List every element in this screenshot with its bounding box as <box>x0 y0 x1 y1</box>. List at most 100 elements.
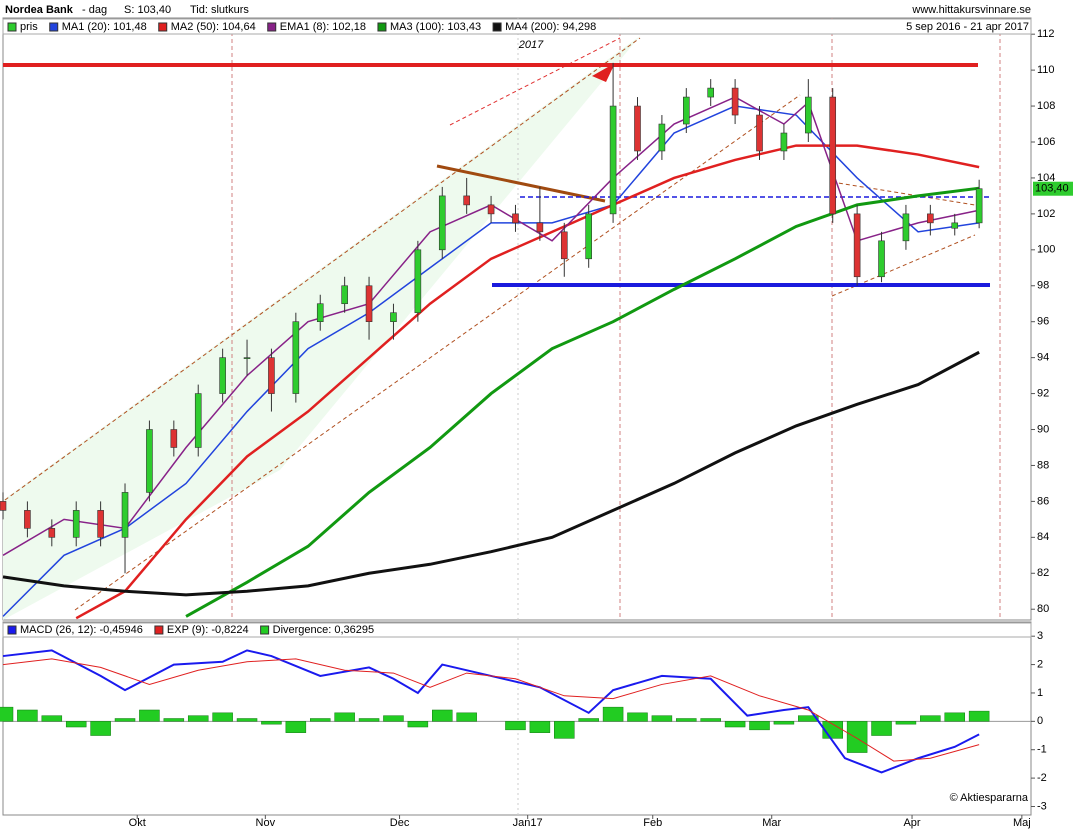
candle-body <box>48 528 56 538</box>
candle-body <box>170 429 178 448</box>
legend-bar <box>2 622 1032 638</box>
divergence-bar <box>529 721 551 733</box>
candle-body <box>365 285 373 322</box>
legend-label: MA1 (20): 101,48 <box>62 21 147 33</box>
legend-swatch <box>154 625 164 635</box>
y-tick-label: 102 <box>1037 208 1055 220</box>
candle-body <box>194 393 202 448</box>
y-tick-label: 106 <box>1037 136 1055 148</box>
candle-body <box>927 213 934 224</box>
divergence-bar <box>554 721 575 739</box>
candle-body <box>609 105 617 215</box>
line <box>2 105 980 617</box>
divergence-bar <box>212 712 233 722</box>
y-tick-label: 2 <box>1037 658 1043 670</box>
line <box>2 96 980 556</box>
x-tick-label: Feb <box>643 817 662 829</box>
divergence-bar <box>285 721 307 733</box>
divergence-bar <box>749 721 770 731</box>
candle-body <box>292 321 300 394</box>
divergence-bar <box>358 718 380 722</box>
y-tick-label: -3 <box>1037 800 1047 812</box>
y-tick-label: 100 <box>1037 244 1055 256</box>
candle-body <box>878 240 885 278</box>
y-tick-label: 88 <box>1037 459 1049 471</box>
channel-area <box>3 36 1000 620</box>
candle-body <box>756 114 763 152</box>
divergence-bar <box>407 721 429 728</box>
divergence-bar <box>505 721 526 731</box>
interval: - dag <box>82 4 107 16</box>
divergence-bar <box>236 718 258 722</box>
legend-label: EMA1 (8): 102,18 <box>280 21 366 33</box>
candle-body <box>268 357 275 394</box>
x-tick-label: Maj <box>1013 817 1031 829</box>
divergence-bar <box>163 718 185 722</box>
legend-label: MA2 (50): 104,64 <box>171 21 256 33</box>
candle-body <box>121 492 129 538</box>
divergence-bar <box>724 721 746 728</box>
y-tick-label: 112 <box>1037 28 1055 40</box>
candle-body <box>682 96 690 125</box>
y-tick-label: 90 <box>1037 423 1049 435</box>
x-tick-label: Okt <box>129 817 146 829</box>
x-tick-label: Apr <box>903 817 920 829</box>
y-tick-label: -2 <box>1037 772 1047 784</box>
x-tick-label: Mar <box>762 817 781 829</box>
x-tick-label: Dec <box>390 817 410 829</box>
candle-body <box>316 303 324 322</box>
divergence-bar <box>17 709 38 722</box>
candle-body <box>72 510 80 538</box>
x-tick-label: Jan17 <box>513 817 543 829</box>
candle-body <box>829 96 837 215</box>
y-tick-label: 92 <box>1037 387 1049 399</box>
y-tick-label: 94 <box>1037 352 1049 364</box>
y-tick-label: -1 <box>1037 744 1047 756</box>
divergence-bar <box>602 706 624 722</box>
x-tick-label: Nov <box>256 817 276 829</box>
divergence-bar <box>383 715 404 722</box>
last-price: S: 103,40 <box>124 4 171 16</box>
divergence-bar <box>139 709 160 722</box>
legend-label: pris <box>20 21 38 33</box>
legend-swatch <box>158 22 168 32</box>
y-tick-label: 0 <box>1037 715 1043 727</box>
candle-body <box>658 123 666 152</box>
divergence-bar <box>90 721 111 736</box>
candle-body <box>585 213 592 260</box>
y-tick-label: 96 <box>1037 316 1049 328</box>
legend-label: MA3 (100): 103,43 <box>390 21 481 33</box>
divergence-bar <box>627 712 648 722</box>
divergence-bar <box>41 715 63 722</box>
legend-swatch <box>7 22 17 32</box>
divergence-bar <box>798 715 819 722</box>
candle-body <box>0 501 7 511</box>
candle-body <box>24 510 31 529</box>
last-price-box <box>1033 181 1073 196</box>
site: www.hittakursvinnare.se <box>911 4 1031 16</box>
legend-label: EXP (9): -0,8224 <box>167 624 249 636</box>
divergence-bar <box>920 715 941 722</box>
candle-body <box>487 204 495 215</box>
candle-body <box>902 213 910 242</box>
divergence-bar <box>773 721 795 725</box>
legend-swatch <box>7 625 17 635</box>
divergence-bar <box>676 718 697 722</box>
y-tick-label: 108 <box>1037 100 1055 112</box>
candle-body <box>805 96 812 134</box>
line <box>185 186 980 618</box>
divergence-bar <box>309 718 331 722</box>
divergence-bar <box>456 712 477 722</box>
y-tick-label: 80 <box>1037 603 1049 615</box>
candle-body <box>536 222 544 233</box>
candle-body <box>707 87 715 98</box>
candle-body <box>634 105 641 152</box>
y-tick-label: 104 <box>1037 172 1055 184</box>
candle-body <box>512 213 519 224</box>
legend-bar <box>2 18 1032 35</box>
legend-label: Divergence: 0,36295 <box>273 624 375 636</box>
y-tick-label: 86 <box>1037 495 1049 507</box>
divergence-bar <box>65 721 87 728</box>
candle-body <box>853 213 861 278</box>
